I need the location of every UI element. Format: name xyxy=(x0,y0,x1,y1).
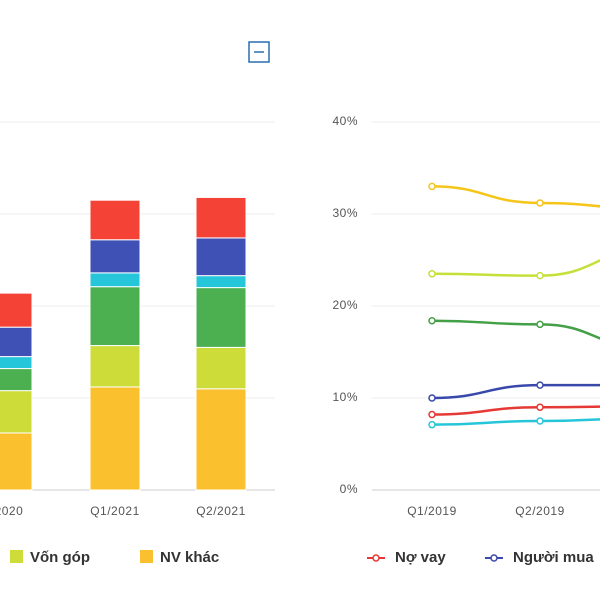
y-tick-label: 10% xyxy=(332,390,358,404)
bar-segment xyxy=(89,272,141,288)
x-tick-label: Q2/2019 xyxy=(515,504,565,518)
point xyxy=(536,417,544,425)
bar-segment xyxy=(195,196,247,239)
point xyxy=(428,394,436,402)
point xyxy=(428,420,436,429)
point xyxy=(428,410,436,419)
bar-segment xyxy=(0,292,33,328)
y-tick-label: 30% xyxy=(332,206,358,220)
bar-segment xyxy=(0,326,33,358)
bar-segment xyxy=(195,346,247,390)
point xyxy=(536,320,544,329)
point xyxy=(428,182,436,191)
point xyxy=(428,316,436,325)
bar-segment xyxy=(89,239,141,274)
point xyxy=(536,381,544,389)
legend-marker xyxy=(490,554,498,562)
y-tick-label: 0% xyxy=(340,482,358,496)
bar-segment xyxy=(195,275,247,289)
legend-swatch xyxy=(10,550,23,563)
bar-segment xyxy=(195,388,247,491)
legend-label: Vốn góp xyxy=(30,549,90,566)
point xyxy=(536,199,544,207)
bar-segment xyxy=(195,237,247,277)
y-tick-label: 20% xyxy=(332,298,358,312)
legend-label: Nợ vay xyxy=(395,549,446,566)
bar-segment xyxy=(0,368,33,392)
bar-segment xyxy=(195,287,247,348)
point xyxy=(428,270,436,278)
x-tick-label: Q2/2021 xyxy=(196,504,246,518)
bar-segment xyxy=(0,356,33,370)
legend-label: Người mua xyxy=(513,549,594,566)
x-tick-label: Q1/2019 xyxy=(407,504,457,518)
bar-segment xyxy=(89,345,141,388)
x-tick-label: Q1/2021 xyxy=(90,504,140,518)
bar-segment xyxy=(89,386,141,491)
bar-segment xyxy=(0,432,33,491)
legend-marker xyxy=(372,554,380,562)
bar-segment xyxy=(89,286,141,347)
point xyxy=(536,403,544,411)
legend-label: NV khác xyxy=(160,549,219,566)
bar-segment xyxy=(89,199,141,241)
y-tick-label: 40% xyxy=(332,114,358,128)
bar-segment xyxy=(0,390,33,434)
collapse-button[interactable] xyxy=(248,41,270,63)
legend-swatch xyxy=(140,550,153,563)
x-tick-label: /2020 xyxy=(0,504,23,518)
point xyxy=(536,271,544,280)
